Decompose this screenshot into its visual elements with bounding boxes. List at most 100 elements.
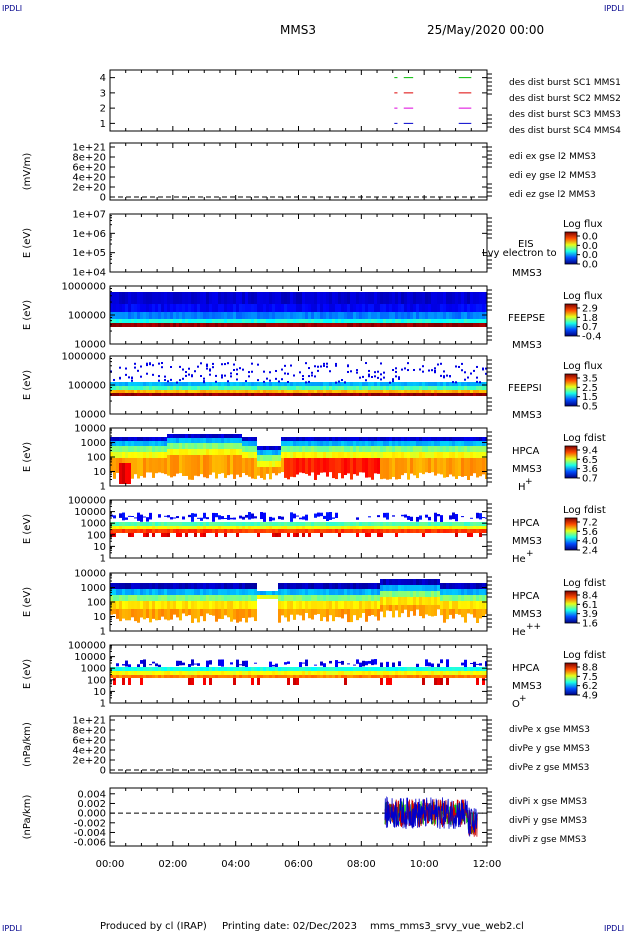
spectrogram-cell [440,382,443,386]
spectrogram-cell [437,292,440,304]
spectrogram-cell [188,312,191,319]
y-tick-label: 1 [100,627,106,638]
spectrogram-cell [479,441,482,446]
spectrogram-cell [434,597,437,605]
spectrogram-cell [224,449,227,455]
spectrogram-cell [281,386,284,390]
spectrogram-cell [305,601,308,609]
spectrogram-cell [239,671,242,675]
spectrogram-speck [164,379,166,382]
spectrogram-cell [416,458,419,479]
spectrogram-cell [197,589,200,595]
legend-entry: divPe z gse MMS3 [509,763,589,773]
spectrogram-cell [242,323,245,327]
spectrogram-cell [239,609,242,622]
spectrogram-cell [386,458,389,480]
spectrogram-cell [257,595,260,599]
spectrogram-cell [461,522,464,526]
spectrogram-speck [461,369,463,372]
spectrogram-cell [284,386,287,390]
spectrogram-cell [350,319,353,323]
spectrogram-cell [392,319,395,323]
spectrogram-cell [287,533,290,537]
spectrogram-cell [113,292,116,304]
spectrogram-cell [248,292,251,304]
spectrogram-cell [434,441,437,446]
spectrogram-cell [395,522,398,526]
y-tick-label: 0.002 [77,799,106,810]
spectrogram-cell [440,609,443,616]
spectrogram-cell [401,393,404,396]
spectrogram-cell [236,455,239,475]
spectrogram-cell [161,386,164,390]
spectrogram-cell [404,304,407,312]
spectrogram-cell [374,522,377,526]
spectrogram-cell [311,382,314,386]
spectrogram-cell [344,589,347,595]
spectrogram-cell [257,312,260,319]
spectrogram-cell [428,382,431,386]
spectrogram-cell [449,452,452,458]
spectrogram-cell [251,452,254,458]
spectrogram-cell [416,675,419,678]
spectrogram-cell [434,452,437,458]
spectrogram-cell [125,589,128,595]
spectrogram-cell [176,533,179,537]
spectrogram-cell [191,595,194,601]
colorbar-tick-label: 1.5 [582,392,598,403]
spectrogram-cell [293,675,296,678]
spectrogram-cell [443,671,446,675]
spectrogram-cell [467,319,470,323]
spectrogram-cell [128,441,131,446]
spectrogram-cell [428,390,431,393]
spectrogram-cell [284,323,287,327]
spectrogram-cell [191,678,194,685]
spectrogram-cell [452,382,455,386]
spectrogram-cell [485,458,487,480]
spectrogram-speck [209,373,211,376]
spectrogram-cell [182,386,185,390]
spectrogram-cell [383,319,386,323]
spectrogram-cell [455,386,458,390]
spectrogram-cell [278,390,281,393]
spectrogram-cell [434,579,437,585]
spectrogram-cell [332,323,335,327]
spectrogram-cell [377,323,380,327]
spectrogram-cell [245,312,248,319]
spectrogram-cell [305,458,308,474]
spectrogram-cell [464,529,467,533]
spectrogram-cell [251,446,254,452]
spectrogram-cell [176,292,179,304]
spectrogram-cell [158,589,161,595]
spectrogram-cell [170,319,173,323]
spectrogram-speck [446,374,448,377]
spectrogram-cell [410,446,413,452]
spectrogram-cell [284,526,287,529]
spectrogram-cell [311,671,314,675]
spectrogram-cell [446,437,449,441]
spectrogram-cell [206,323,209,327]
spectrogram-cell [269,393,272,396]
spectrogram-cell [116,675,119,678]
spectrogram-cell [260,450,263,455]
spectrogram-cell [377,526,380,529]
spectrogram-cell [218,667,221,671]
spectrogram-cell [233,304,236,312]
y-tick-label: 100 [87,530,106,541]
spectrogram-cell [371,304,374,312]
spectrogram-cell [269,671,272,675]
spectrogram-speck [479,381,481,384]
spectrogram-cell [239,601,242,609]
spectrogram-cell [224,455,227,478]
spectrogram-cell [164,390,167,393]
spectrogram-cell [380,675,383,678]
spectrogram-cell [191,667,194,671]
spectrogram-cell [212,671,215,675]
spectrogram-cell [257,386,260,390]
spectrogram-cell [380,437,383,441]
spectrogram-cell [377,675,380,678]
spectrogram-cell [395,675,398,678]
spectrogram-cell [455,304,458,312]
spectrogram-cell [341,393,344,396]
spectrogram-cell [428,441,431,446]
